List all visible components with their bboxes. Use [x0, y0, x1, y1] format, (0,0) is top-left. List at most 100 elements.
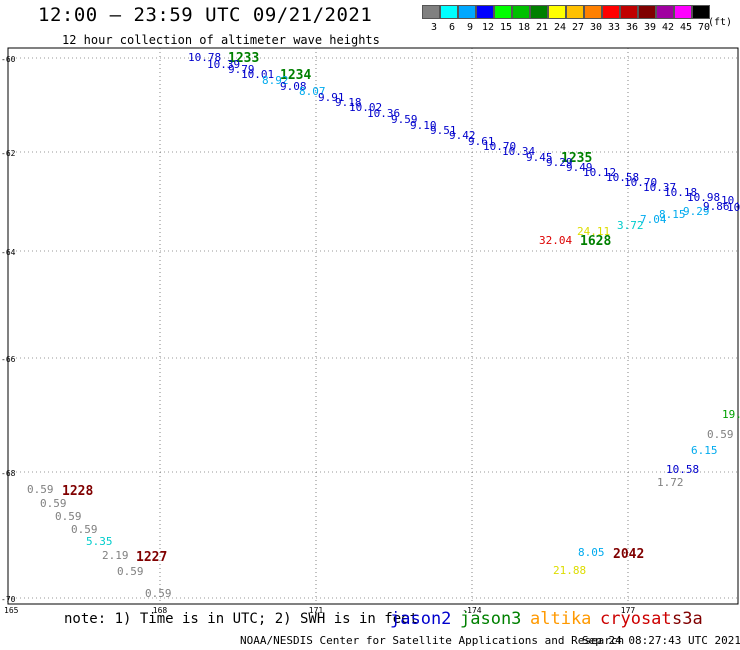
pass-time-label: 1234	[280, 68, 311, 83]
wave-height-label: 9.59	[391, 113, 418, 126]
wave-height-label: 0.59	[40, 497, 67, 510]
wave-height-label: 0.59	[71, 523, 98, 536]
wave-height-label: 9.86	[703, 200, 730, 213]
scale-label: 30	[589, 22, 603, 33]
scale-swatch	[620, 5, 638, 19]
satellite-legend-item: jason3	[460, 609, 522, 629]
map-frame	[7, 47, 739, 605]
scale-swatch	[692, 5, 710, 19]
wave-height-label: 0.59	[707, 428, 734, 441]
scale-label: 42	[661, 22, 675, 33]
scale-label: 27	[571, 22, 585, 33]
wave-height-label: 9.45	[526, 151, 553, 164]
pass-time-label: 1227	[136, 550, 167, 565]
scale-unit: (ft)	[708, 17, 733, 28]
page-subtitle: 12 hour collection of altimeter wave hei…	[62, 33, 380, 47]
satellite-legend-item: s3a	[672, 609, 703, 629]
scale-swatch	[566, 5, 584, 19]
wave-height-label: 10.34	[502, 145, 535, 158]
latitude-tick-label: -62	[1, 149, 16, 158]
scale-swatch	[422, 5, 440, 19]
wave-height-label: 8.15	[659, 208, 686, 221]
scale-label: 3	[430, 22, 438, 33]
scale-label: 12	[481, 22, 495, 33]
scale-swatch	[476, 5, 494, 19]
scale-swatch	[548, 5, 566, 19]
scale-label: 39	[643, 22, 657, 33]
wave-height-label: 10.01	[241, 68, 274, 81]
wave-height-label: 9.91	[318, 91, 345, 104]
wave-height-label: 10	[727, 201, 740, 214]
scale-label: 15	[499, 22, 513, 33]
pass-time-label: 1235	[561, 151, 592, 166]
pass-time-label: 1228	[62, 484, 93, 499]
generation-timestamp: Sep 24 08:27:43 UTC 2021	[582, 634, 740, 647]
wave-height-label: 10.70	[483, 140, 516, 153]
wave-height-label: 8.07	[299, 85, 326, 98]
wave-height-label: 9.29	[546, 156, 573, 169]
wave-height-label: 9.42	[449, 129, 476, 142]
scale-label: 24	[553, 22, 567, 33]
latitude-tick-label: -64	[1, 248, 16, 257]
scale-swatch	[602, 5, 620, 19]
scale-swatch	[674, 5, 692, 19]
wave-height-label: 6.15	[691, 444, 718, 457]
wave-height-label: 1.72	[657, 476, 684, 489]
wave-height-label: 9.49	[566, 161, 593, 174]
wave-height-label: 5.35	[86, 535, 113, 548]
wave-height-label: 2.19	[102, 549, 129, 562]
wave-height-label: 0.59	[55, 510, 82, 523]
scale-label: 9	[466, 22, 474, 33]
scale-swatch	[584, 5, 602, 19]
wave-height-label: 24.11	[577, 225, 610, 238]
scale-label: 18	[517, 22, 531, 33]
scale-label: 6	[448, 22, 456, 33]
wave-height-label: 3.72	[617, 219, 644, 232]
longitude-tick-label: 177	[621, 606, 636, 615]
scale-swatch	[458, 5, 476, 19]
scale-swatch	[494, 5, 512, 19]
longitude-tick-label: 168	[153, 606, 168, 615]
scale-label: 45	[679, 22, 693, 33]
wave-height-label: 0.59	[117, 565, 144, 578]
wave-height-label: 10.36	[367, 107, 400, 120]
pass-time-label: 1628	[580, 234, 611, 249]
satellite-legend-item: cryosat	[600, 609, 672, 629]
wave-height-label: 9.10	[410, 119, 437, 132]
wave-height-label: 10.02	[349, 101, 382, 114]
longitude-tick-label: 171	[309, 606, 324, 615]
wave-height-label: 9.51	[430, 124, 457, 137]
latitude-tick-label: -70	[1, 595, 16, 604]
scale-swatch	[638, 5, 656, 19]
scale-swatch	[512, 5, 530, 19]
pass-time-label: 1233	[228, 51, 259, 66]
wave-height-label: 10.58	[606, 171, 639, 184]
wave-height-label: 10.58	[666, 463, 699, 476]
latitude-tick-label: -60	[1, 55, 16, 64]
wave-height-label: 10.70	[624, 176, 657, 189]
wave-height-label: 9.18	[335, 96, 362, 109]
pass-time-label: 2042	[613, 547, 644, 562]
scale-swatch	[440, 5, 458, 19]
wave-height-label: 10.37	[643, 181, 676, 194]
footer-note: note: 1) Time is in UTC; 2) SWH is in fe…	[64, 611, 419, 627]
scale-label: 21	[535, 22, 549, 33]
wave-height-label: 10.39	[207, 58, 240, 71]
wave-height-label: 10.12	[583, 166, 616, 179]
satellite-legend-item: altika	[530, 609, 592, 629]
longitude-tick-label: -174	[462, 606, 481, 615]
latitude-tick-label: -68	[1, 469, 16, 478]
wave-height-label: 9.08	[280, 80, 307, 93]
wave-height-label: 9.79	[228, 63, 255, 76]
wave-height-label: 0.59	[27, 483, 54, 496]
wave-height-label: 10.18	[664, 186, 697, 199]
scale-swatch	[530, 5, 548, 19]
wave-height-label: 21.88	[553, 564, 586, 577]
latitude-tick-label: -66	[1, 355, 16, 364]
scale-label: 36	[625, 22, 639, 33]
wave-height-label: 19.	[722, 408, 740, 421]
wave-height-label: 9.29	[683, 205, 710, 218]
wave-height-label: 32.04	[539, 234, 572, 247]
scale-label: 70	[697, 22, 711, 33]
